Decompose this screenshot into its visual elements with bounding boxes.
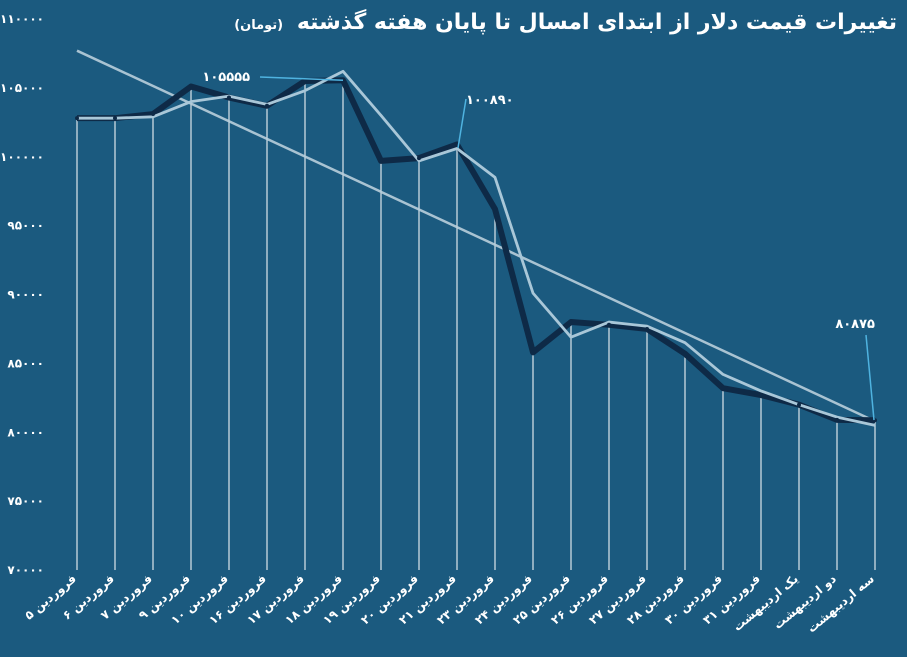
- price-point: [569, 320, 573, 325]
- y-tick-label: ۸۰۰۰۰: [7, 425, 44, 439]
- price-point: [645, 326, 649, 331]
- price-point: [683, 351, 687, 356]
- price-point: [265, 103, 269, 108]
- price-point: [151, 112, 155, 117]
- unit-label: (تومان): [234, 18, 284, 33]
- annotation-label: ۱۰۵۵۵۵: [202, 70, 250, 85]
- price-point: [113, 116, 117, 121]
- title-text: تغییرات قیمت دلار از ابتدای امسال تا پای…: [296, 10, 897, 35]
- price-point: [607, 322, 611, 327]
- price-point: [721, 386, 725, 391]
- y-tick-label: ۷۵۰۰۰: [7, 494, 44, 508]
- price-point: [379, 158, 383, 163]
- price-point: [227, 95, 231, 100]
- y-tick-label: ۹۰۰۰۰: [7, 288, 44, 302]
- price-point: [189, 84, 193, 89]
- price-point: [531, 350, 535, 355]
- smoothed-line: [77, 69, 876, 427]
- price-point: [75, 116, 79, 121]
- annotation-leader: [865, 334, 875, 421]
- y-tick-label: ۱۰۵۰۰۰: [0, 81, 44, 95]
- y-tick-label: ۹۵۰۰۰: [7, 219, 44, 233]
- price-point: [835, 417, 839, 422]
- annotation-leader: [259, 76, 344, 81]
- price-point: [303, 78, 307, 83]
- annotation-leader: [457, 98, 467, 149]
- trend-line: [76, 49, 876, 423]
- price-point: [759, 393, 763, 398]
- annotation-label: ۸۰۸۷۵: [835, 317, 875, 332]
- annotation-label: ۱۰۰۸۹۰: [466, 93, 514, 108]
- price-point: [493, 207, 497, 212]
- y-tick-label: ۱۰۰۰۰۰: [0, 150, 44, 164]
- price-point: [797, 402, 801, 407]
- price-point: [417, 156, 421, 161]
- x-tick-label: یک اردیبهشت: [730, 572, 801, 634]
- y-tick-label: ۸۵۰۰۰: [7, 356, 44, 370]
- y-tick-label: ۷۰۰۰۰: [7, 563, 44, 577]
- price-line: [77, 77, 876, 424]
- chart-title: تغییرات قیمت دلار از ابتدای امسال تا پای…: [234, 10, 897, 35]
- y-tick-label: ۱۱۰۰۰۰: [0, 12, 44, 26]
- x-tick-label: سه اردیبهشت: [805, 572, 877, 636]
